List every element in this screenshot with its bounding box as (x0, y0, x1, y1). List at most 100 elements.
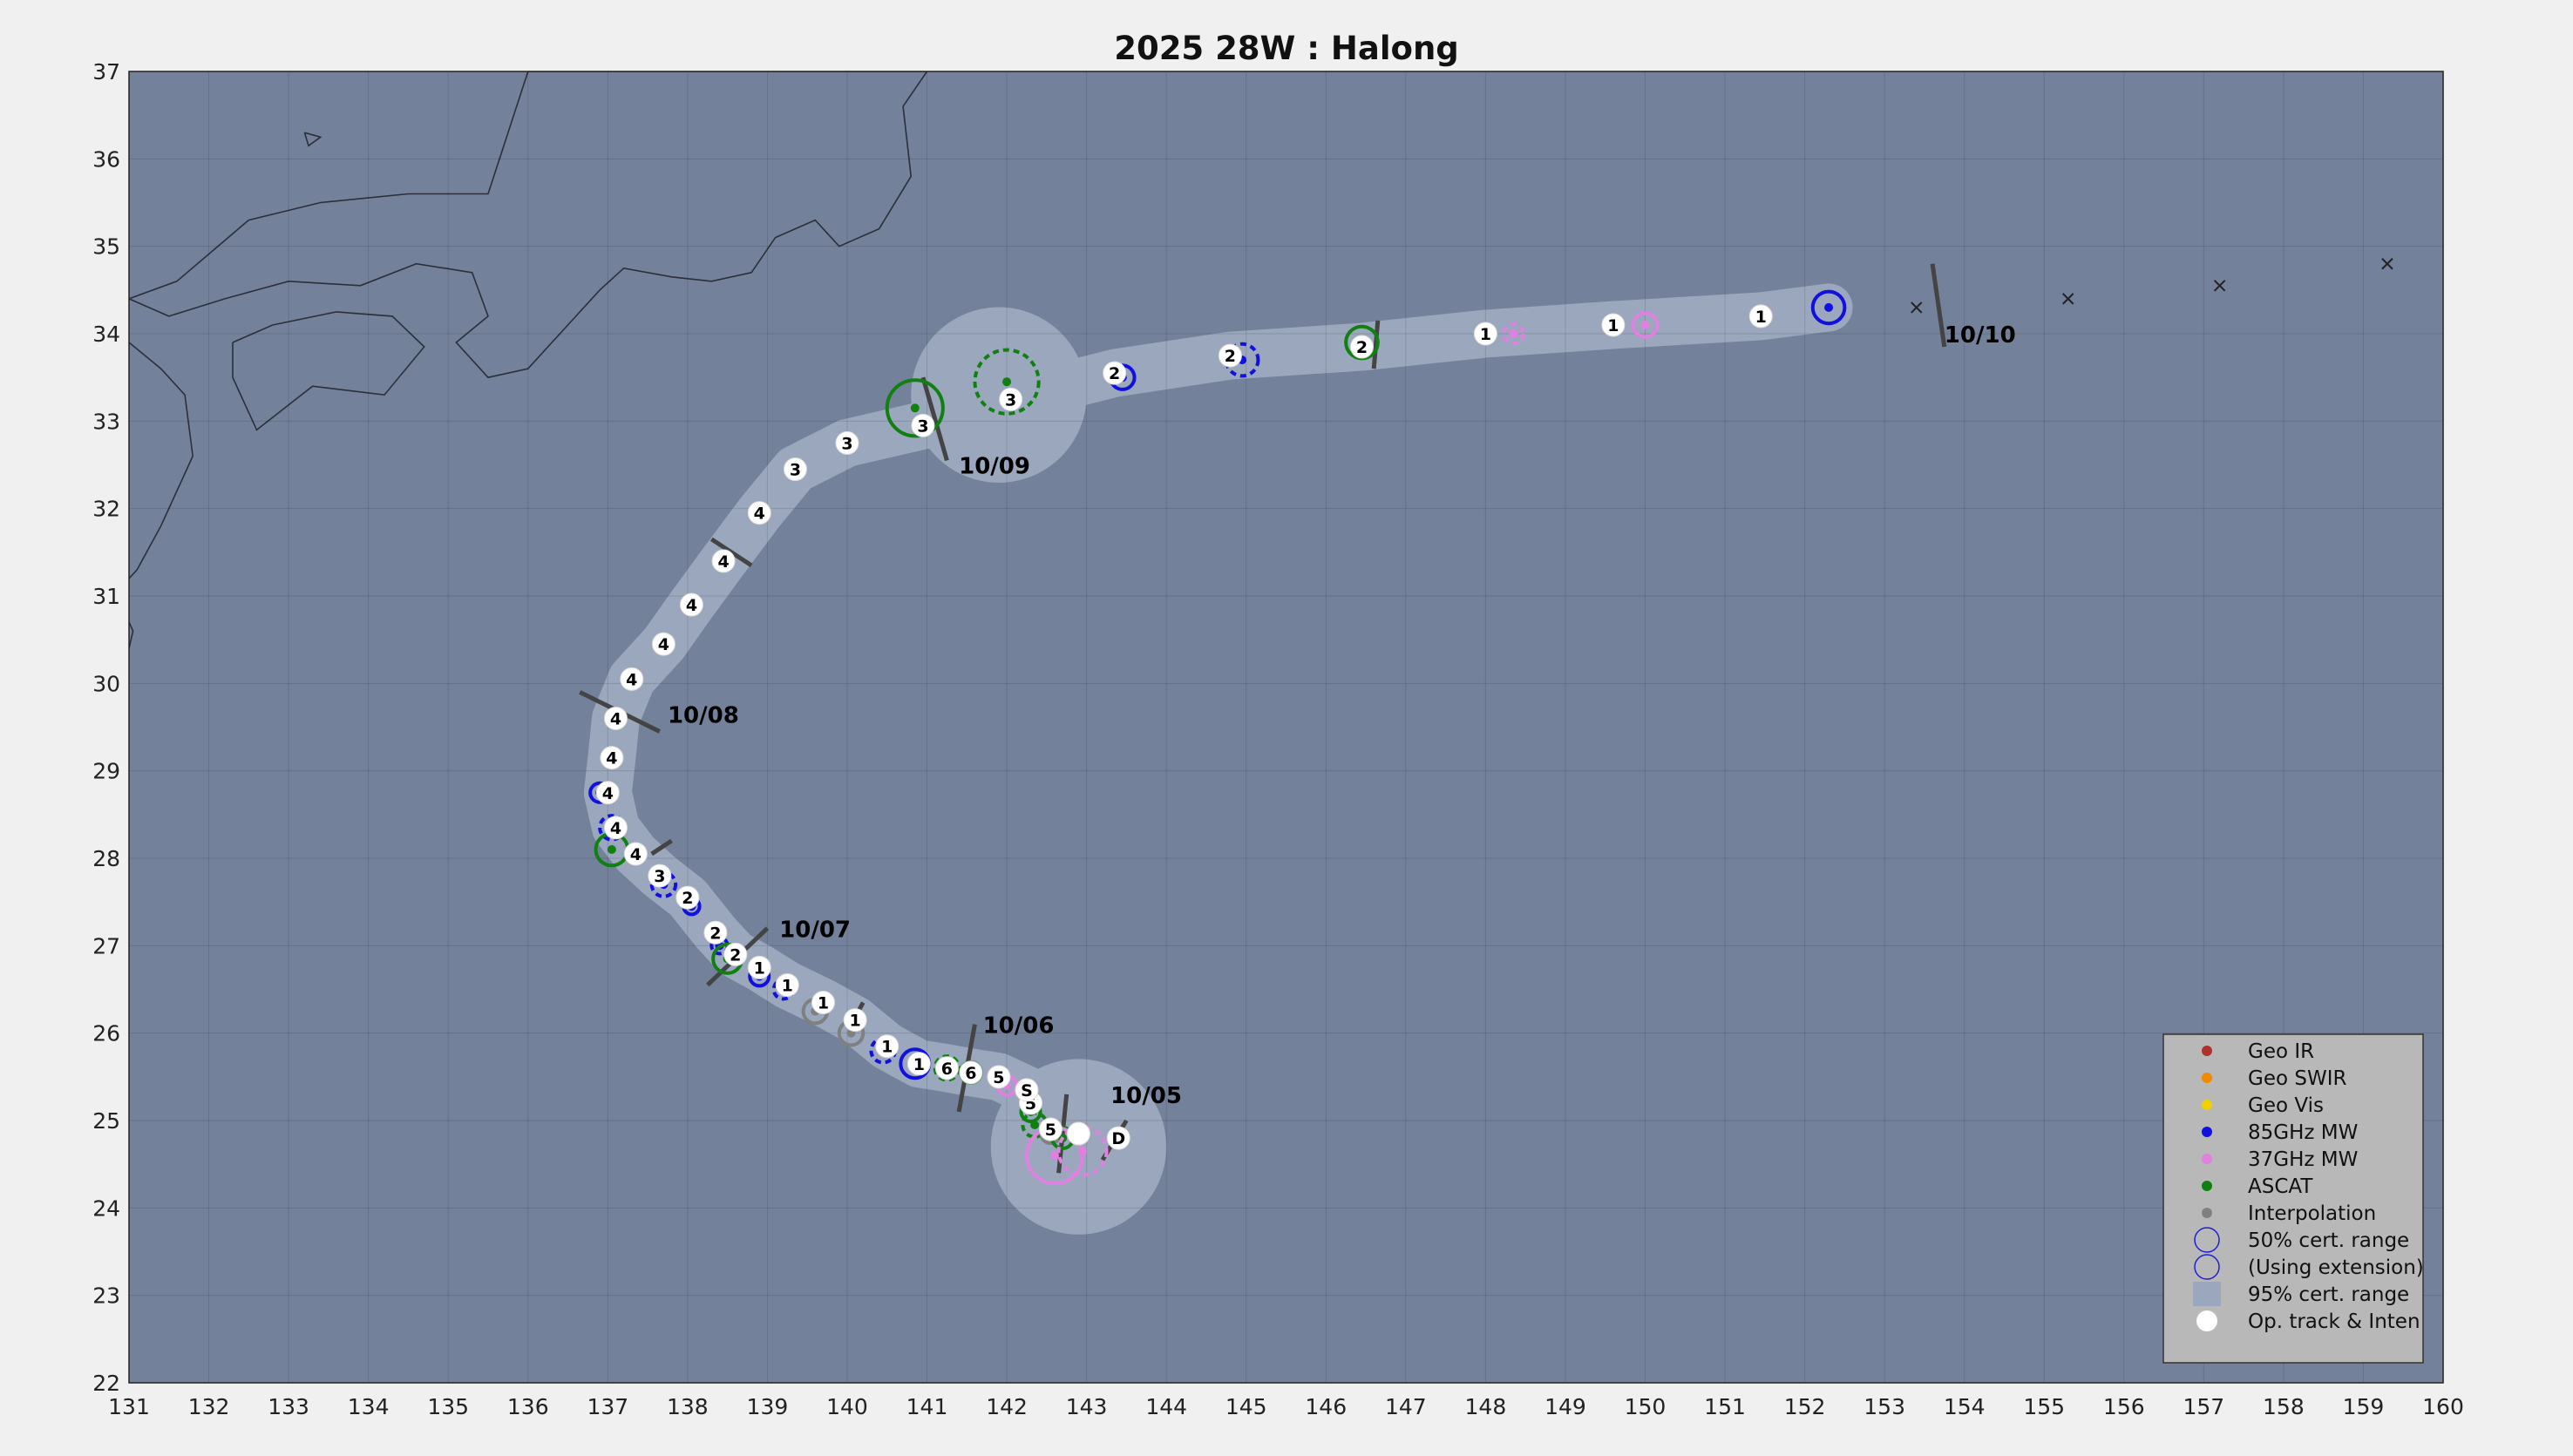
lon-tick-label: 156 (2103, 1394, 2145, 1419)
track-point: 1 (875, 1034, 900, 1059)
track-intensity-label: 1 (818, 994, 829, 1013)
track-intensity-label: 3 (654, 867, 665, 886)
track-marker (875, 1034, 900, 1059)
fix-point (1078, 1147, 1088, 1156)
track-marker (711, 549, 736, 573)
track-point: 1 (747, 955, 771, 979)
coastline (303, 132, 322, 147)
lon-tick-label: 147 (1385, 1394, 1427, 1419)
track-intensity-label: 1 (913, 1055, 925, 1074)
lon-tick-label: 154 (1944, 1394, 1986, 1419)
track-marker (600, 746, 624, 770)
track-intensity-label: 1 (881, 1038, 893, 1057)
coastline (232, 311, 425, 431)
track-marker (911, 413, 935, 437)
lon-tick-label: 146 (1305, 1394, 1347, 1419)
lon-tick-label: 135 (427, 1394, 469, 1419)
legend-label: Geo IR (2248, 1040, 2314, 1063)
legend-swatch-dot (2202, 1073, 2212, 1083)
track-marker (675, 885, 700, 910)
fix-certainty-circle (1631, 311, 1660, 339)
date-tick (920, 376, 949, 462)
track-marker (835, 430, 859, 455)
legend-swatch-rect (2193, 1282, 2221, 1306)
track-intensity-label: 2 (682, 889, 693, 908)
track-marker (999, 387, 1023, 411)
legend-label: Interpolation (2248, 1202, 2376, 1225)
track-point: 6 (934, 1056, 959, 1080)
date-labels: 10/05 10/06 10/07 10/08 10/09 10/10 (668, 322, 2016, 1109)
track-intensity-label: 1 (1755, 308, 1767, 327)
legend-swatch-dot (2202, 1046, 2212, 1056)
track-point: 3 (648, 863, 672, 888)
fix-certainty-circle (1056, 1125, 1109, 1177)
lon-tick-labels: 131 132 133 134 135 136 137 138 139 140 141 142 143 1… (108, 1394, 2464, 1419)
track-point: 1 (906, 1052, 931, 1076)
date-label: 10/09 (959, 454, 1030, 480)
map-grid (129, 71, 2443, 1383)
track-point: 1 (811, 991, 835, 1015)
fix-certainty-circle (1502, 322, 1525, 345)
track-intensity-label: 4 (626, 670, 637, 689)
lon-tick-label: 138 (667, 1394, 709, 1419)
fix-point (607, 844, 616, 854)
legend-label: Geo Vis (2248, 1094, 2324, 1117)
track-point: 1 (1601, 313, 1626, 337)
fix-point (1640, 320, 1650, 329)
track-intensity-label: 3 (841, 434, 852, 453)
track-intensity-label: 2 (1109, 364, 1120, 383)
track-marker (623, 842, 648, 866)
forecast-markers (1911, 258, 2393, 314)
track-intensity-label: S (1021, 1081, 1033, 1100)
track-marker (775, 972, 799, 997)
track-point: 2 (675, 885, 700, 910)
track-point: 4 (603, 706, 628, 730)
track-intensity-label: 6 (965, 1064, 976, 1083)
track-marker (1103, 361, 1127, 385)
track-marker (1748, 304, 1773, 328)
lon-tick-label: 151 (1704, 1394, 1746, 1419)
lat-tick-label: 30 (92, 671, 120, 696)
track-marker (987, 1065, 1011, 1089)
fix-certainty-circle (933, 1054, 961, 1082)
forecast-x-marker (1911, 301, 1923, 314)
track-marker (703, 920, 728, 945)
track-intensity-label: 4 (602, 784, 614, 803)
fix-certainty-circle (885, 378, 945, 438)
forecast-x-marker (2213, 280, 2226, 292)
track-intensity-label: 4 (717, 552, 729, 572)
track-marker (934, 1056, 959, 1080)
track-intensity-label: 1 (850, 1012, 861, 1031)
coastline (129, 620, 134, 649)
forecast-x-marker (2381, 258, 2393, 270)
date-tick (1930, 263, 1947, 348)
track-marker (679, 593, 703, 617)
legend-label: (Using extension) (2248, 1256, 2424, 1279)
track-intensity-label: 4 (754, 505, 765, 524)
track-point: 4 (603, 816, 628, 840)
date-tick (1371, 320, 1381, 369)
map-title: 2025 28W : Halong (1114, 30, 1459, 67)
lat-tick-label: 24 (92, 1195, 120, 1221)
track-intensity-label: 1 (1480, 325, 1491, 344)
date-label: 10/06 (983, 1013, 1055, 1040)
legend-swatch-dot (2202, 1154, 2212, 1164)
track-intensity-label: 3 (1005, 390, 1016, 410)
track-point: 4 (600, 746, 624, 770)
lat-tick-label: 34 (92, 322, 120, 347)
track-point (1066, 1121, 1090, 1146)
track-marker (959, 1060, 983, 1085)
lon-tick-label: 157 (2183, 1394, 2224, 1419)
track-marker (723, 942, 748, 966)
track-intensity-label: 4 (686, 596, 697, 615)
track-intensity-label: 1 (754, 958, 765, 978)
lon-tick-label: 160 (2422, 1394, 2464, 1419)
lat-tick-label: 22 (92, 1371, 120, 1396)
track-marker (1349, 335, 1374, 359)
track-intensity-label: 4 (610, 709, 621, 728)
track-marker (620, 667, 644, 691)
track-intensity-label: 4 (630, 845, 642, 864)
track-point: 2 (723, 942, 748, 966)
track-marker (1473, 322, 1497, 346)
